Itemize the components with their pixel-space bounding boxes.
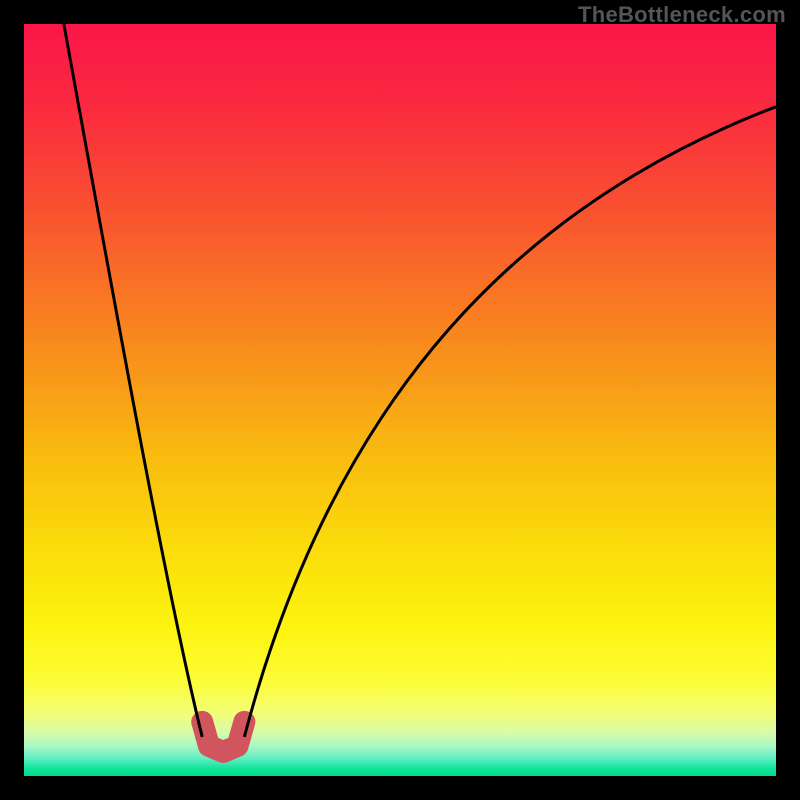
watermark-text: TheBottleneck.com [578,2,786,28]
chart-svg [0,0,800,800]
gradient-background [24,24,776,776]
chart-stage: TheBottleneck.com [0,0,800,800]
